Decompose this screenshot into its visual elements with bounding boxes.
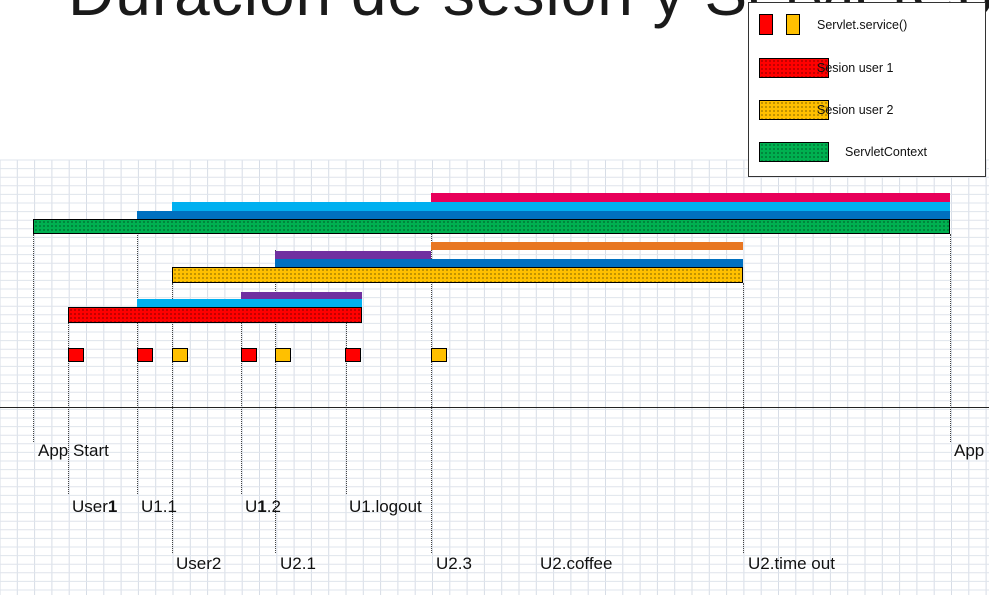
guide-u1-2 [241, 292, 242, 494]
request-square-u1 [137, 348, 153, 362]
label-u2-1: U2.1 [280, 554, 316, 573]
label-u1-2-number: 1 [257, 497, 267, 516]
legend-swatch-red [759, 14, 773, 35]
session-user1-bar [68, 307, 362, 323]
guide-u2-1 [275, 250, 276, 553]
request-square-u1 [68, 348, 84, 362]
legend-item-session-user2: Sesion user 2 [749, 99, 985, 123]
context-attribute-bar-cyan [172, 202, 950, 211]
session1-attribute-bar-purple [241, 292, 362, 299]
request-square-u1 [345, 348, 361, 362]
guide-user2 [172, 283, 173, 553]
legend-swatch-yellow [759, 100, 829, 120]
time-axis [0, 407, 989, 408]
legend-item-session-user1: Sesion user 1 [749, 57, 985, 81]
legend-swatch-green [759, 142, 829, 162]
legend: Servlet.service() Sesion user 1 Sesion u… [748, 2, 986, 177]
request-square-u2 [431, 348, 447, 362]
request-square-u1 [241, 348, 257, 362]
label-u1-2-suffix: .2 [266, 497, 281, 516]
legend-swatch-yellow [786, 14, 800, 35]
label-user1-number: 1 [107, 497, 118, 516]
legend-item-servlet-context: ServletContext [749, 141, 985, 165]
guide-app-end [950, 234, 951, 442]
context-attribute-bar-magenta [431, 193, 950, 202]
guide-u2-timeout [743, 283, 744, 553]
request-square-u2 [172, 348, 188, 362]
label-u2-3: U2.3 [436, 554, 472, 573]
label-u1-logout: U1.logout [349, 497, 422, 516]
context-attribute-bar-blue [137, 211, 950, 219]
label-user2: User2 [176, 554, 222, 573]
session2-attribute-bar-orange [431, 242, 743, 250]
session2-attribute-bar-blue [275, 259, 743, 267]
label-u2-timeout: U2.time out [748, 554, 835, 573]
session-user2-bar [172, 267, 743, 283]
session2-attribute-bar-purple [275, 251, 431, 259]
legend-item-servlet-service: Servlet.service() [749, 14, 985, 38]
legend-swatch-red [759, 58, 829, 78]
label-user1-prefix: User [72, 497, 108, 516]
guide-app-start [33, 234, 34, 442]
legend-label: Servlet.service() [817, 18, 908, 32]
servlet-context-bar [33, 219, 950, 234]
legend-label: ServletContext [845, 145, 927, 159]
legend-label: Sesion user 1 [817, 61, 894, 75]
label-u2-coffee: U2.coffee [540, 554, 613, 573]
legend-label: Sesion user 2 [817, 103, 894, 117]
session1-attribute-bar-cyan [137, 299, 362, 307]
guide-user1 [68, 322, 69, 494]
label-user1: User1 [72, 497, 117, 517]
label-app-start: App Start [38, 441, 109, 460]
request-square-u2 [275, 348, 291, 362]
label-app-end: App [954, 441, 985, 460]
guide-u2-3 [431, 194, 432, 553]
label-u1-2-prefix: U [245, 497, 258, 516]
label-u1-2: U1.2 [245, 497, 281, 517]
label-u1-1: U1.1 [141, 497, 177, 516]
guide-u1-logout [346, 322, 347, 494]
